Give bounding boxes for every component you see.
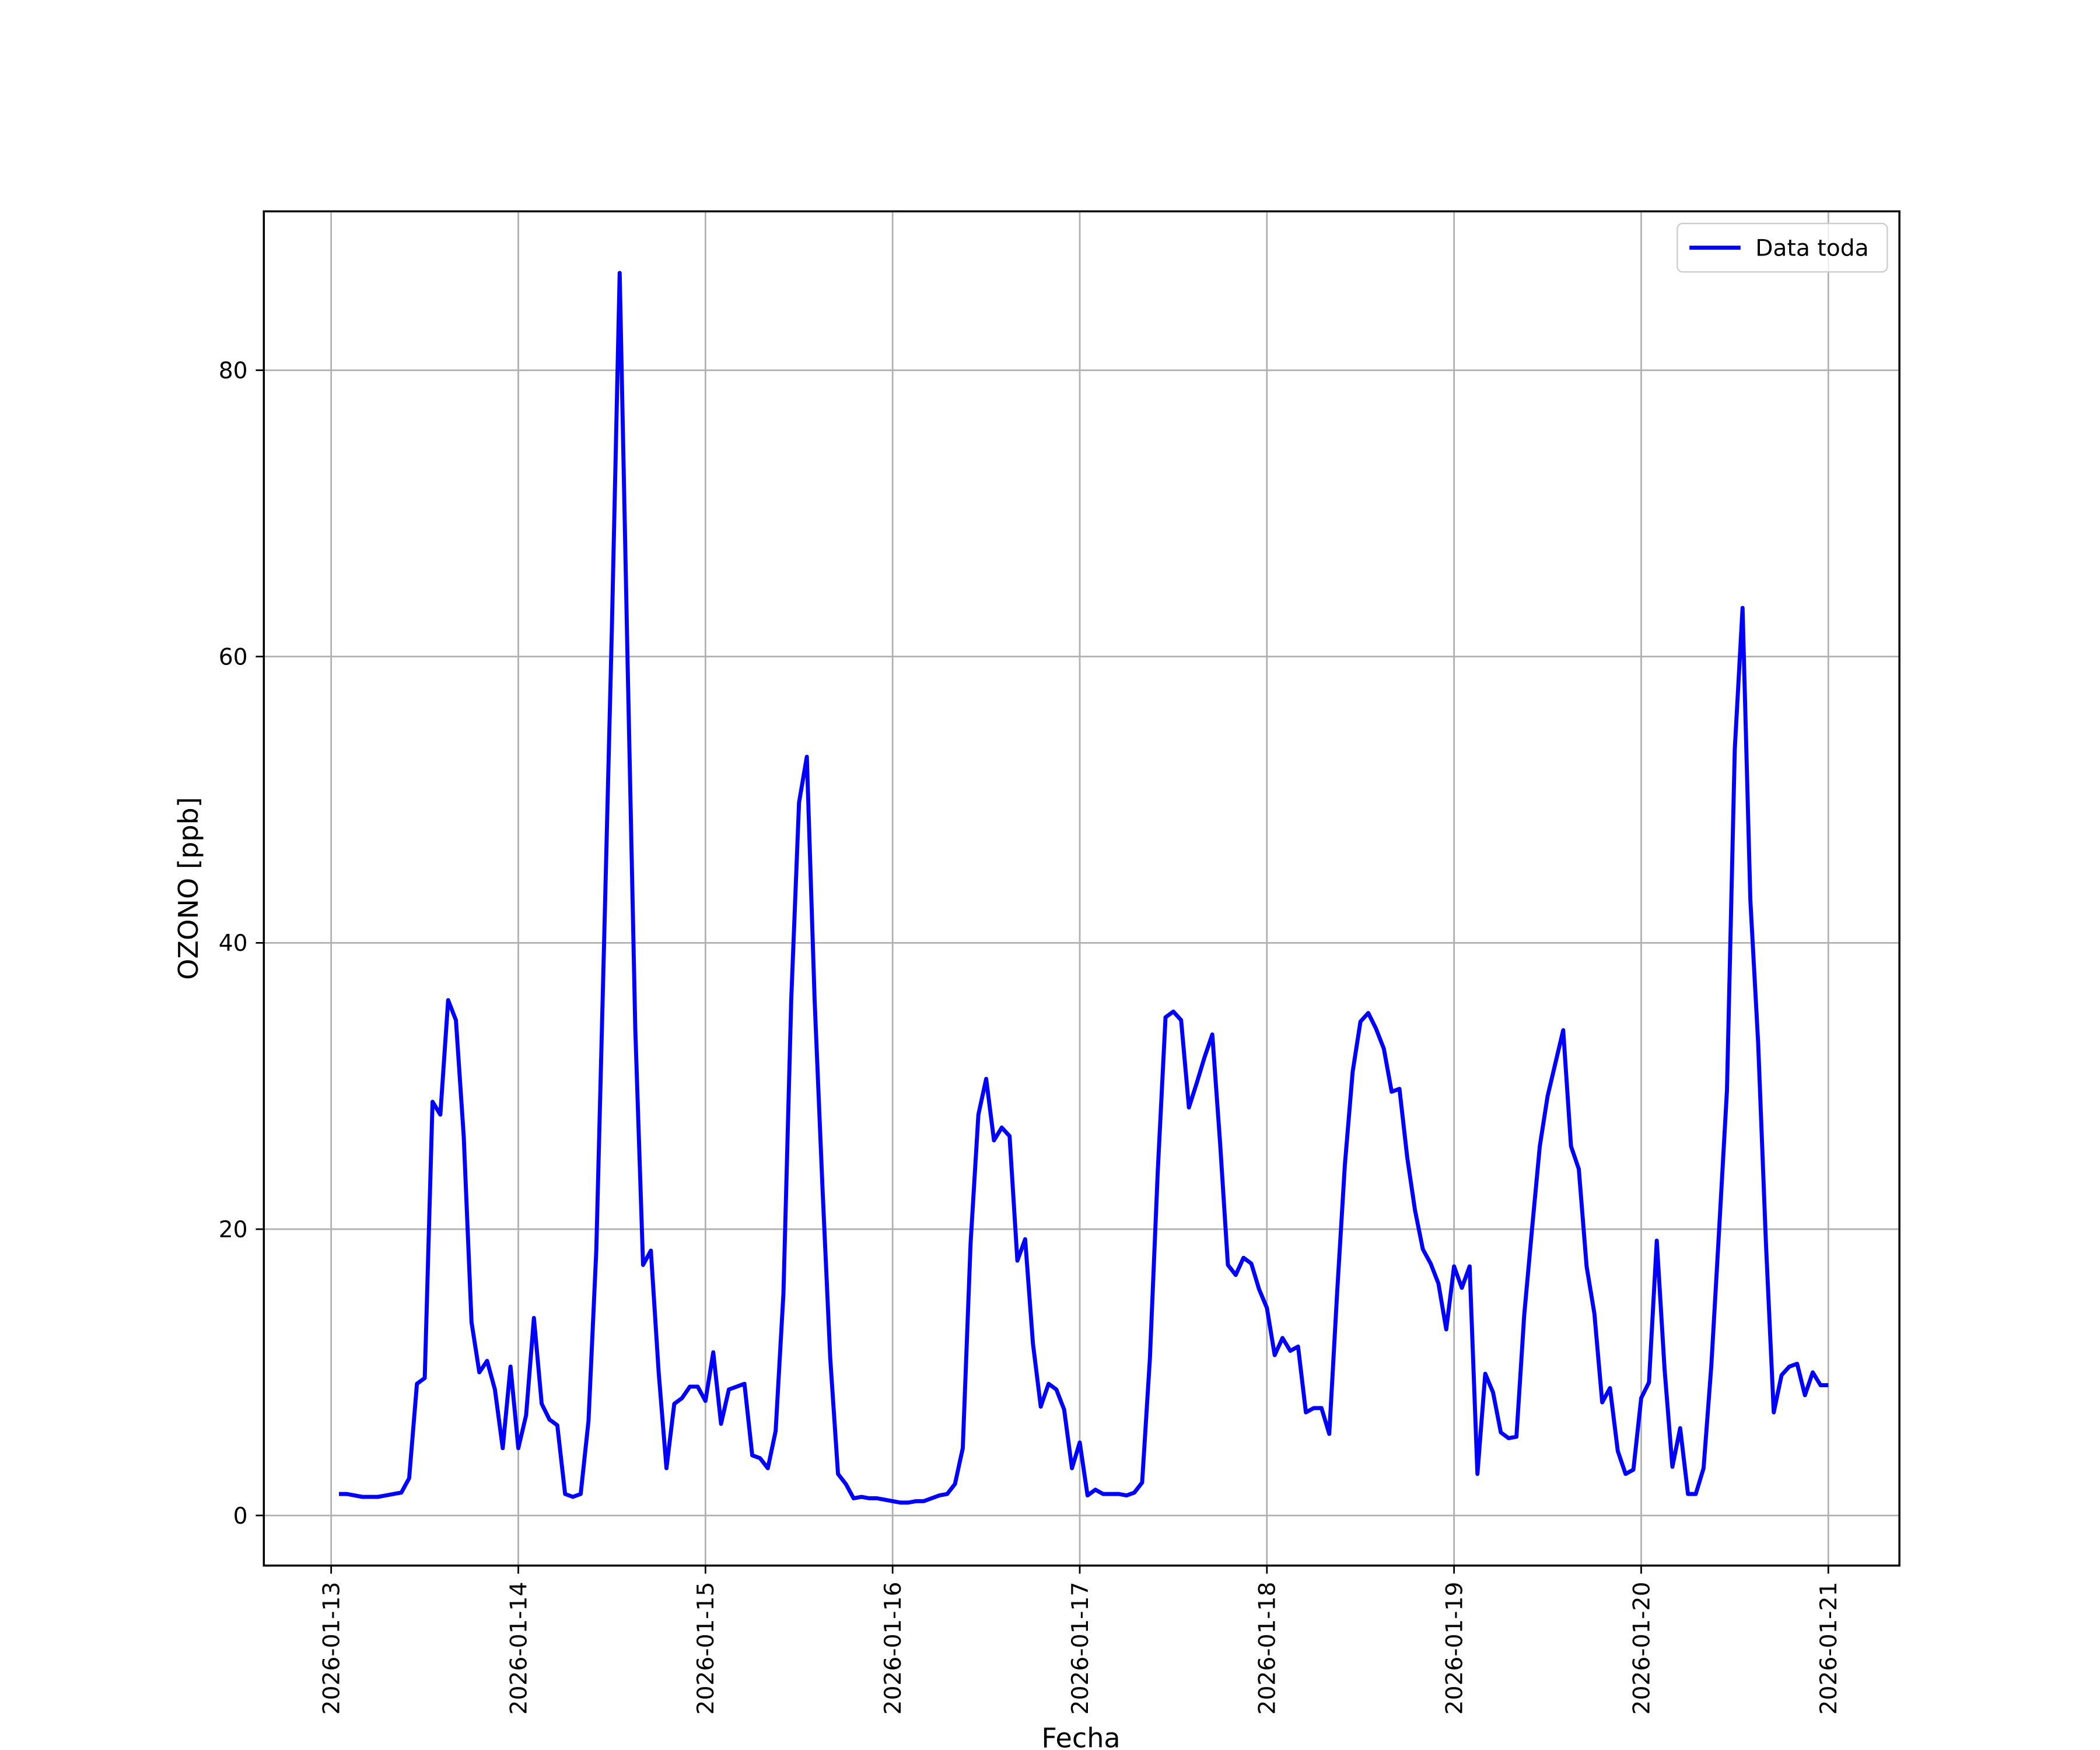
x-tick-label: 2026-01-13 [319,1582,345,1715]
x-axis-label: Fecha [1041,1722,1120,1750]
y-axis-label: OZONO [ppb] [173,797,204,980]
y-tick-label: 20 [219,1217,248,1243]
data-line [339,271,1829,1505]
x-tick-label: 2026-01-21 [1816,1582,1842,1715]
legend: Data toda [1676,222,1888,273]
x-tick-label: 2026-01-14 [506,1582,532,1715]
y-tick-label: 0 [233,1503,248,1530]
y-tick-label: 60 [219,644,248,670]
x-tick-label: 2026-01-16 [880,1582,907,1715]
x-tick-label: 2026-01-19 [1441,1582,1468,1715]
x-tick-label: 2026-01-15 [693,1582,719,1715]
legend-box [1676,222,1888,273]
x-tick-label: 2026-01-18 [1255,1582,1281,1715]
y-tick-label: 40 [219,930,248,957]
x-tick-label: 2026-01-20 [1629,1582,1655,1715]
plot-frame [262,210,1901,1567]
y-tick-label: 80 [219,358,248,384]
legend-label: Data toda [1755,235,1868,261]
x-tick-label: 2026-01-17 [1068,1582,1094,1715]
